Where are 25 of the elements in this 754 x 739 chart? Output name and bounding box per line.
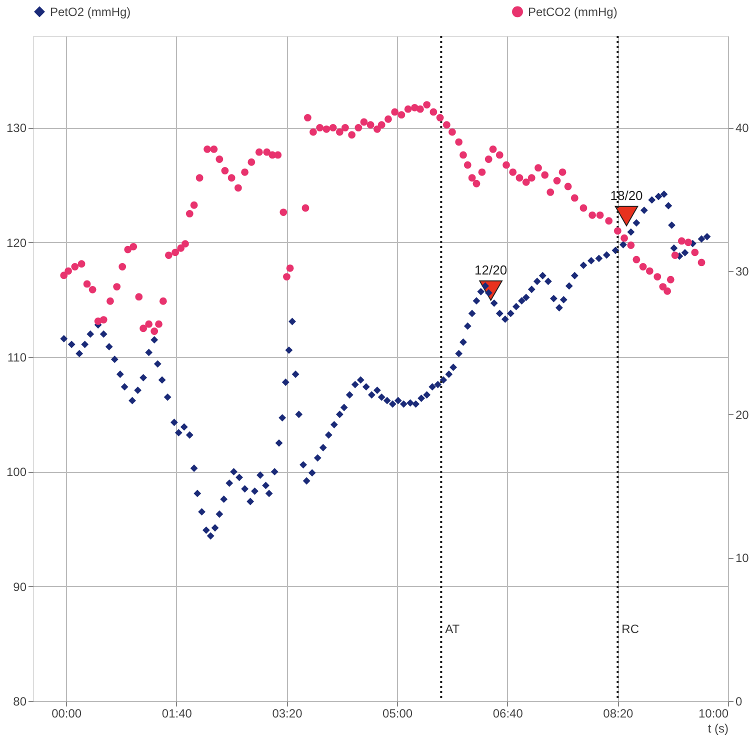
y-tick-label: 130 xyxy=(6,121,27,136)
annotation: 12/20 xyxy=(474,262,508,278)
x-tick-label: 05:00 xyxy=(382,706,413,720)
y2-tick-label: 20 xyxy=(736,408,750,422)
x-tick-label: 06:40 xyxy=(492,706,524,720)
y-tick-label: 100 xyxy=(6,465,27,480)
legend-label: PetO2 (mmHg) xyxy=(50,4,131,19)
x-tick-label: 08:20 xyxy=(603,706,634,720)
annotation: 18/20 xyxy=(610,188,643,204)
y-tick-label: 80 xyxy=(13,694,27,708)
y-tick-label: 90 xyxy=(13,580,27,594)
legend-label: PetCO2 (mmHg) xyxy=(528,4,618,19)
x-tick-label: 01:40 xyxy=(162,706,192,720)
y2-tick-label: 40 xyxy=(736,121,750,136)
y-tick-label: 120 xyxy=(6,236,27,250)
y2-tick-label: 10 xyxy=(736,551,750,566)
y-tick-label: 110 xyxy=(7,350,27,365)
x-tick-label: 10:00 xyxy=(698,706,729,720)
ref-line-label: AT xyxy=(445,622,460,636)
x-axis-title: t (s) xyxy=(708,722,728,736)
ref-line-label: RC xyxy=(622,622,640,636)
x-tick-label: 00:00 xyxy=(52,706,82,720)
y2-tick-label: 0 xyxy=(736,694,742,708)
x-tick-label: 03:20 xyxy=(272,706,303,720)
y2-tick-label: 30 xyxy=(736,264,750,279)
